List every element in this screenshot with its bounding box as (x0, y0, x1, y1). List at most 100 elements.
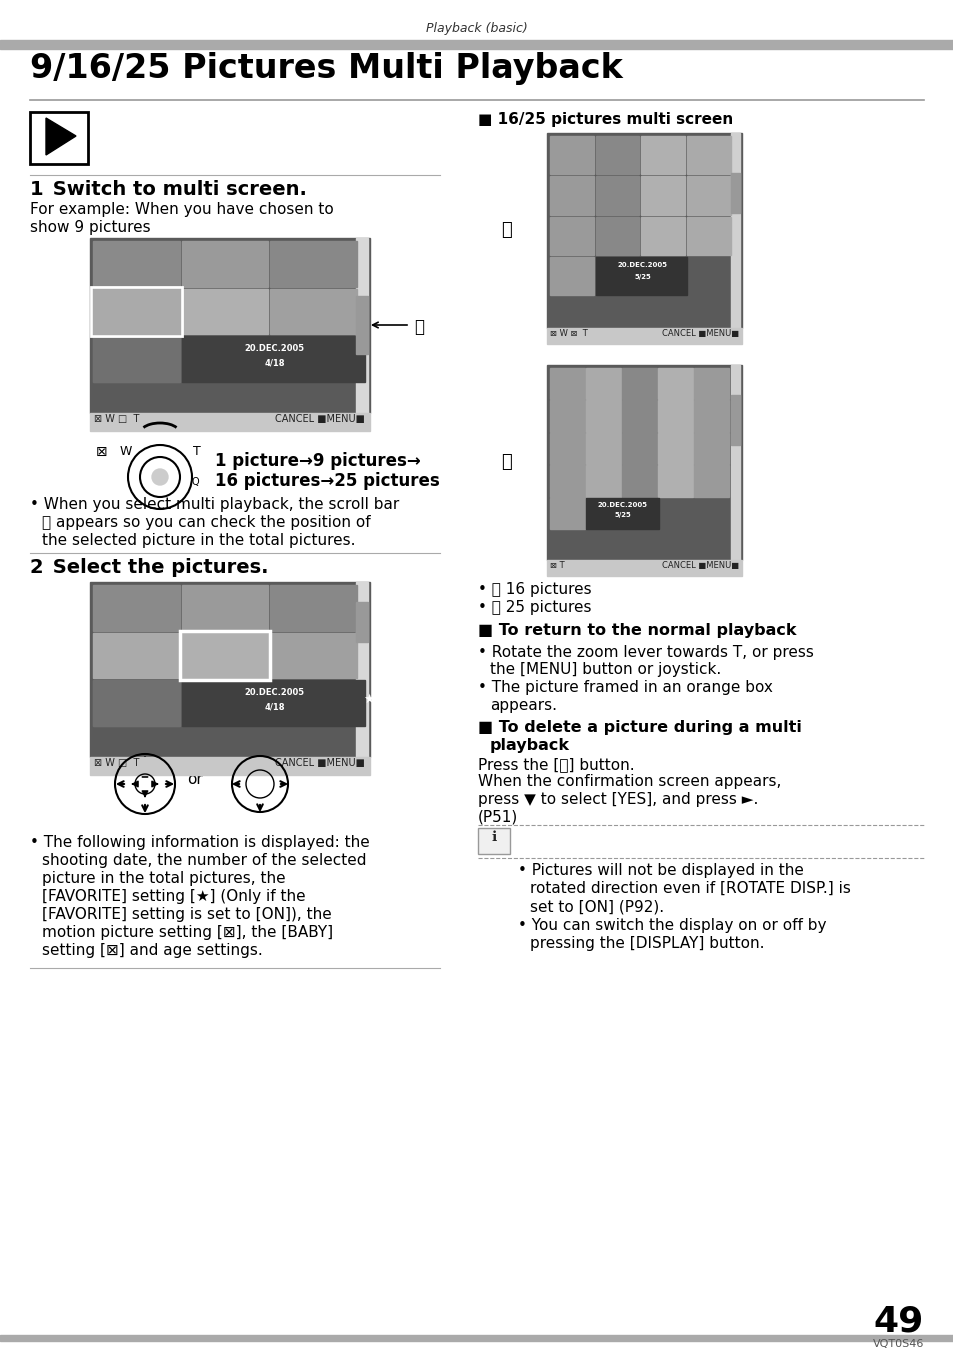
Bar (621, 465, 657, 497)
Text: 4/18: 4/18 (264, 358, 284, 368)
Bar (550, 400, 584, 432)
Text: rotated direction even if [ROTATE DISP.] is: rotated direction even if [ROTATE DISP.]… (530, 881, 850, 896)
Bar (181, 337, 365, 383)
Text: shooting date, the number of the selected: shooting date, the number of the selecte… (42, 854, 366, 868)
Bar (595, 256, 686, 294)
Text: ■ To return to the normal playback: ■ To return to the normal playback (477, 623, 796, 638)
Text: Select the pictures.: Select the pictures. (46, 558, 268, 577)
Bar (658, 368, 692, 399)
Text: CANCEL ■MENU■: CANCEL ■MENU■ (274, 414, 365, 423)
Bar (686, 217, 730, 255)
Text: the [MENU] button or joystick.: the [MENU] button or joystick. (490, 662, 720, 677)
Bar (270, 585, 356, 631)
Text: 2: 2 (30, 558, 44, 577)
Bar (640, 136, 684, 174)
Text: ★: ★ (363, 693, 375, 707)
Bar (686, 176, 730, 214)
Bar (181, 289, 268, 334)
Bar (550, 217, 593, 255)
Text: 20.DEC.2005: 20.DEC.2005 (244, 688, 304, 697)
Bar (270, 242, 356, 286)
Bar (595, 176, 639, 214)
Bar (546, 365, 741, 560)
Bar (92, 632, 179, 678)
Bar (550, 433, 584, 464)
Text: CANCEL ■MENU■: CANCEL ■MENU■ (661, 328, 739, 338)
Bar (90, 237, 370, 413)
Text: ⊠: ⊠ (96, 445, 108, 459)
Text: • Ⓒ 25 pictures: • Ⓒ 25 pictures (477, 600, 591, 615)
Bar (355, 582, 368, 757)
Text: 1 picture→9 pictures→: 1 picture→9 pictures→ (214, 452, 420, 470)
Text: 4/18: 4/18 (264, 703, 284, 711)
Bar (693, 465, 728, 497)
Bar (92, 242, 179, 286)
Text: press ▼ to select [YES], and press ►.: press ▼ to select [YES], and press ►. (477, 792, 758, 807)
Bar (91, 286, 181, 337)
Bar (550, 256, 593, 294)
Text: CANCEL ■MENU■: CANCEL ■MENU■ (274, 759, 365, 768)
Text: ■ 16/25 pictures multi screen: ■ 16/25 pictures multi screen (477, 113, 733, 128)
Bar (730, 365, 740, 560)
Text: 20.DEC.2005: 20.DEC.2005 (244, 345, 304, 353)
Bar (181, 632, 268, 678)
Text: motion picture setting [⊠], the [BABY]: motion picture setting [⊠], the [BABY] (42, 925, 333, 940)
Text: 9/16/25 Pictures Multi Playback: 9/16/25 Pictures Multi Playback (30, 52, 622, 85)
Bar (355, 296, 368, 354)
Bar (546, 133, 741, 328)
Text: ⊠ W ⊠  T: ⊠ W ⊠ T (550, 328, 587, 338)
Text: • The picture framed in an orange box: • The picture framed in an orange box (477, 680, 772, 695)
Bar (585, 400, 620, 432)
Bar (90, 757, 370, 775)
Text: [FAVORITE] setting is set to [ON]), the: [FAVORITE] setting is set to [ON]), the (42, 906, 332, 921)
Text: Playback (basic): Playback (basic) (426, 22, 527, 35)
Text: For example: When you have chosen to: For example: When you have chosen to (30, 202, 334, 217)
Bar (355, 237, 368, 413)
Text: 1: 1 (30, 180, 44, 199)
Bar (585, 465, 620, 497)
Bar (90, 413, 370, 432)
Text: 5/25: 5/25 (634, 274, 650, 280)
Bar (658, 400, 692, 432)
Text: ⊠ W □  T: ⊠ W □ T (94, 414, 139, 423)
Bar (179, 631, 270, 680)
Text: appears.: appears. (490, 697, 557, 712)
Text: W: W (120, 445, 132, 459)
Bar (92, 680, 179, 726)
Bar (90, 582, 370, 757)
Bar (92, 337, 179, 383)
Bar (181, 585, 268, 631)
Bar (730, 395, 740, 445)
Text: (P51): (P51) (477, 810, 517, 825)
Text: 49: 49 (873, 1305, 923, 1339)
Bar (686, 136, 730, 174)
Bar (658, 465, 692, 497)
Text: 20.DEC.2005: 20.DEC.2005 (617, 262, 667, 267)
Text: 20.DEC.2005: 20.DEC.2005 (598, 502, 647, 508)
Text: show 9 pictures: show 9 pictures (30, 220, 151, 235)
Text: [FAVORITE] setting [★] (Only if the: [FAVORITE] setting [★] (Only if the (42, 889, 305, 904)
Bar (181, 242, 268, 286)
Text: • Ⓑ 16 pictures: • Ⓑ 16 pictures (477, 582, 591, 597)
Bar (355, 603, 368, 642)
Bar (550, 465, 584, 497)
Text: Ⓑ: Ⓑ (501, 221, 512, 239)
Text: • When you select multi playback, the scroll bar: • When you select multi playback, the sc… (30, 497, 399, 512)
Text: • You can switch the display on or off by: • You can switch the display on or off b… (517, 917, 825, 934)
Bar (621, 433, 657, 464)
Bar (92, 289, 179, 334)
Bar (621, 368, 657, 399)
Bar (595, 136, 639, 174)
Bar (546, 328, 741, 345)
Text: • The following information is displayed: the: • The following information is displayed… (30, 835, 370, 849)
Bar (92, 680, 179, 726)
Text: Ⓐ appears so you can check the position of: Ⓐ appears so you can check the position … (42, 516, 370, 531)
Bar (550, 368, 584, 399)
Bar (693, 433, 728, 464)
Text: 5/25: 5/25 (614, 512, 631, 517)
Text: setting [⊠] and age settings.: setting [⊠] and age settings. (42, 943, 262, 958)
Text: picture in the total pictures, the: picture in the total pictures, the (42, 871, 285, 886)
Bar (585, 433, 620, 464)
Text: VQT0S46: VQT0S46 (872, 1339, 923, 1349)
Bar (30, 113, 88, 164)
